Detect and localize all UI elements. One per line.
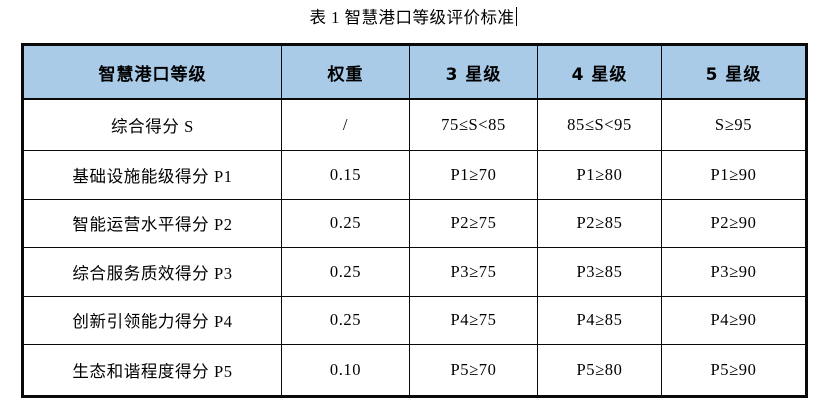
cell-star3: 75≤S<85 (409, 98, 538, 151)
cell-indicator: 智能运营水平得分 P2 (22, 198, 282, 248)
cell-indicator: 生态和谐程度得分 P5 (22, 344, 282, 397)
cell-star4: P4≥85 (537, 295, 662, 345)
text-caret (515, 7, 517, 26)
cell-star3: P4≥75 (409, 295, 538, 345)
table-caption-text: 表 1 智慧港口等级评价标准 (309, 8, 515, 27)
cell-star5: P3≥90 (661, 247, 807, 297)
cell-star4: P2≥85 (537, 198, 662, 248)
cell-star3: P1≥70 (409, 150, 538, 200)
cell-indicator: 基础设施能级得分 P1 (22, 150, 282, 200)
cell-star3: P2≥75 (409, 198, 538, 248)
column-header-grade: 智慧港口等级 (22, 44, 282, 100)
cell-star4: P3≥85 (537, 247, 662, 297)
cell-star5: P4≥90 (661, 295, 807, 345)
cell-weight: 0.15 (281, 150, 410, 200)
cell-weight: 0.25 (281, 247, 410, 297)
table-row: 智能运营水平得分 P2 0.25 P2≥75 P2≥85 P2≥90 (22, 198, 807, 248)
table-caption: 表 1 智慧港口等级评价标准 (0, 6, 826, 30)
cell-star5: P5≥90 (661, 344, 807, 397)
column-header-star4: 4 星级 (537, 44, 662, 100)
table-body: 综合得分 S / 75≤S<85 85≤S<95 S≥95 基础设施能级得分 P… (22, 98, 807, 397)
table-row: 综合得分 S / 75≤S<85 85≤S<95 S≥95 (22, 98, 807, 151)
cell-star3: P5≥70 (409, 344, 538, 397)
table-container: 智慧港口等级 权重 3 星级 4 星级 5 星级 综合得分 S / 75≤S<8… (21, 43, 808, 398)
cell-weight: 0.25 (281, 198, 410, 248)
table-row: 综合服务质效得分 P3 0.25 P3≥75 P3≥85 P3≥90 (22, 247, 807, 297)
cell-weight: / (281, 98, 410, 151)
cell-indicator: 创新引领能力得分 P4 (22, 295, 282, 345)
column-header-star3: 3 星级 (409, 44, 538, 100)
table-row: 创新引领能力得分 P4 0.25 P4≥75 P4≥85 P4≥90 (22, 295, 807, 345)
cell-indicator: 综合服务质效得分 P3 (22, 247, 282, 297)
smart-port-grading-table: 智慧港口等级 权重 3 星级 4 星级 5 星级 综合得分 S / 75≤S<8… (21, 43, 808, 398)
column-header-weight: 权重 (281, 44, 410, 100)
table-header: 智慧港口等级 权重 3 星级 4 星级 5 星级 (22, 44, 807, 100)
cell-star5: S≥95 (661, 98, 807, 151)
table-row: 生态和谐程度得分 P5 0.10 P5≥70 P5≥80 P5≥90 (22, 344, 807, 397)
cell-star4: P5≥80 (537, 344, 662, 397)
column-header-star5: 5 星级 (661, 44, 807, 100)
cell-star3: P3≥75 (409, 247, 538, 297)
table-header-row: 智慧港口等级 权重 3 星级 4 星级 5 星级 (22, 44, 807, 100)
cell-star4: 85≤S<95 (537, 98, 662, 151)
cell-indicator: 综合得分 S (22, 98, 282, 151)
cell-star4: P1≥80 (537, 150, 662, 200)
cell-weight: 0.10 (281, 344, 410, 397)
table-row: 基础设施能级得分 P1 0.15 P1≥70 P1≥80 P1≥90 (22, 150, 807, 200)
cell-weight: 0.25 (281, 295, 410, 345)
cell-star5: P1≥90 (661, 150, 807, 200)
cell-star5: P2≥90 (661, 198, 807, 248)
